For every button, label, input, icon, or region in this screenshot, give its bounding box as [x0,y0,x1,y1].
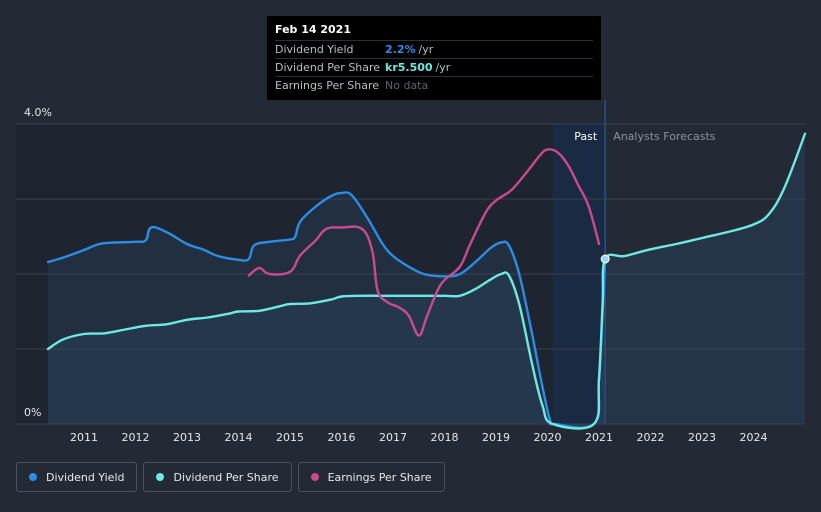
x-tick-label: 2019 [482,431,510,444]
tooltip-value: No data [385,79,429,92]
tooltip-row-earnings-per-share: Earnings Per Share No data [275,76,593,94]
x-tick-label: 2013 [173,431,201,444]
legend-dot-icon [29,473,37,481]
dividend-yield-area [48,192,606,428]
tooltip-value: kr5.500 [385,61,433,74]
legend-label: Dividend Per Share [173,470,279,484]
tooltip-value: 2.2% [385,43,416,56]
x-tick-label: 2015 [276,431,304,444]
tooltip-label: Dividend Yield [275,43,354,56]
tooltip-unit: /yr [418,43,434,56]
gridlines [16,100,805,425]
x-tick-label: 2023 [688,431,716,444]
dividend-per-share-line [46,132,807,430]
x-tick-label: 2011 [70,431,98,444]
hover-tooltip: Feb 14 2021 Dividend Yield 2.2% /yr Divi… [267,16,601,100]
hover-point-marker [600,254,610,264]
axis-labels: 4.0% 0% 2011 2012 2013 2014 2015 2016 2017 2018 20… [24,106,768,444]
tooltip-label: Earnings Per Share [275,79,380,92]
legend-item-earnings-per-share[interactable]: Earnings Per Share [297,462,445,492]
legend-item-dividend-per-share[interactable]: Dividend Per Share [143,462,292,492]
dividend-yield-line [46,191,607,429]
dividend-per-share-area [48,133,805,429]
x-tick-label: 2024 [740,431,768,444]
chart-legend: Dividend Yield Dividend Per Share Earnin… [16,462,445,492]
x-tick-label: 2021 [585,431,613,444]
y-tick-label: 0% [24,406,41,419]
forecast-label: Analysts Forecasts [613,130,716,143]
chart-marks [600,254,610,264]
y-tick-label: 4.0% [24,106,52,119]
x-tick-label: 2016 [328,431,356,444]
x-tick-label: 2012 [122,431,150,444]
tooltip-row-dividend-yield: Dividend Yield 2.2% /yr [275,40,593,58]
legend-dot-icon [310,473,319,481]
x-tick-label: 2018 [431,431,459,444]
tooltip-unit: /yr [435,61,451,74]
x-tick-label: 2022 [637,431,665,444]
legend-label: Dividend Yield [46,470,125,484]
legend-dot-icon [156,473,165,481]
series-fills [48,133,805,429]
tooltip-date: Feb 14 2021 [275,23,351,36]
past-label: Past [574,130,598,143]
series-lines [46,132,807,430]
x-tick-label: 2017 [379,431,407,444]
legend-item-dividend-yield[interactable]: Dividend Yield [16,462,138,492]
tooltip-label: Dividend Per Share [275,61,381,74]
x-tick-label: 2014 [225,431,253,444]
tooltip-row-dividend-per-share: Dividend Per Share kr5.500 /yr [275,58,593,76]
earnings-per-share-line [247,148,601,337]
legend-label: Earnings Per Share [327,470,432,484]
x-tick-label: 2020 [534,431,562,444]
